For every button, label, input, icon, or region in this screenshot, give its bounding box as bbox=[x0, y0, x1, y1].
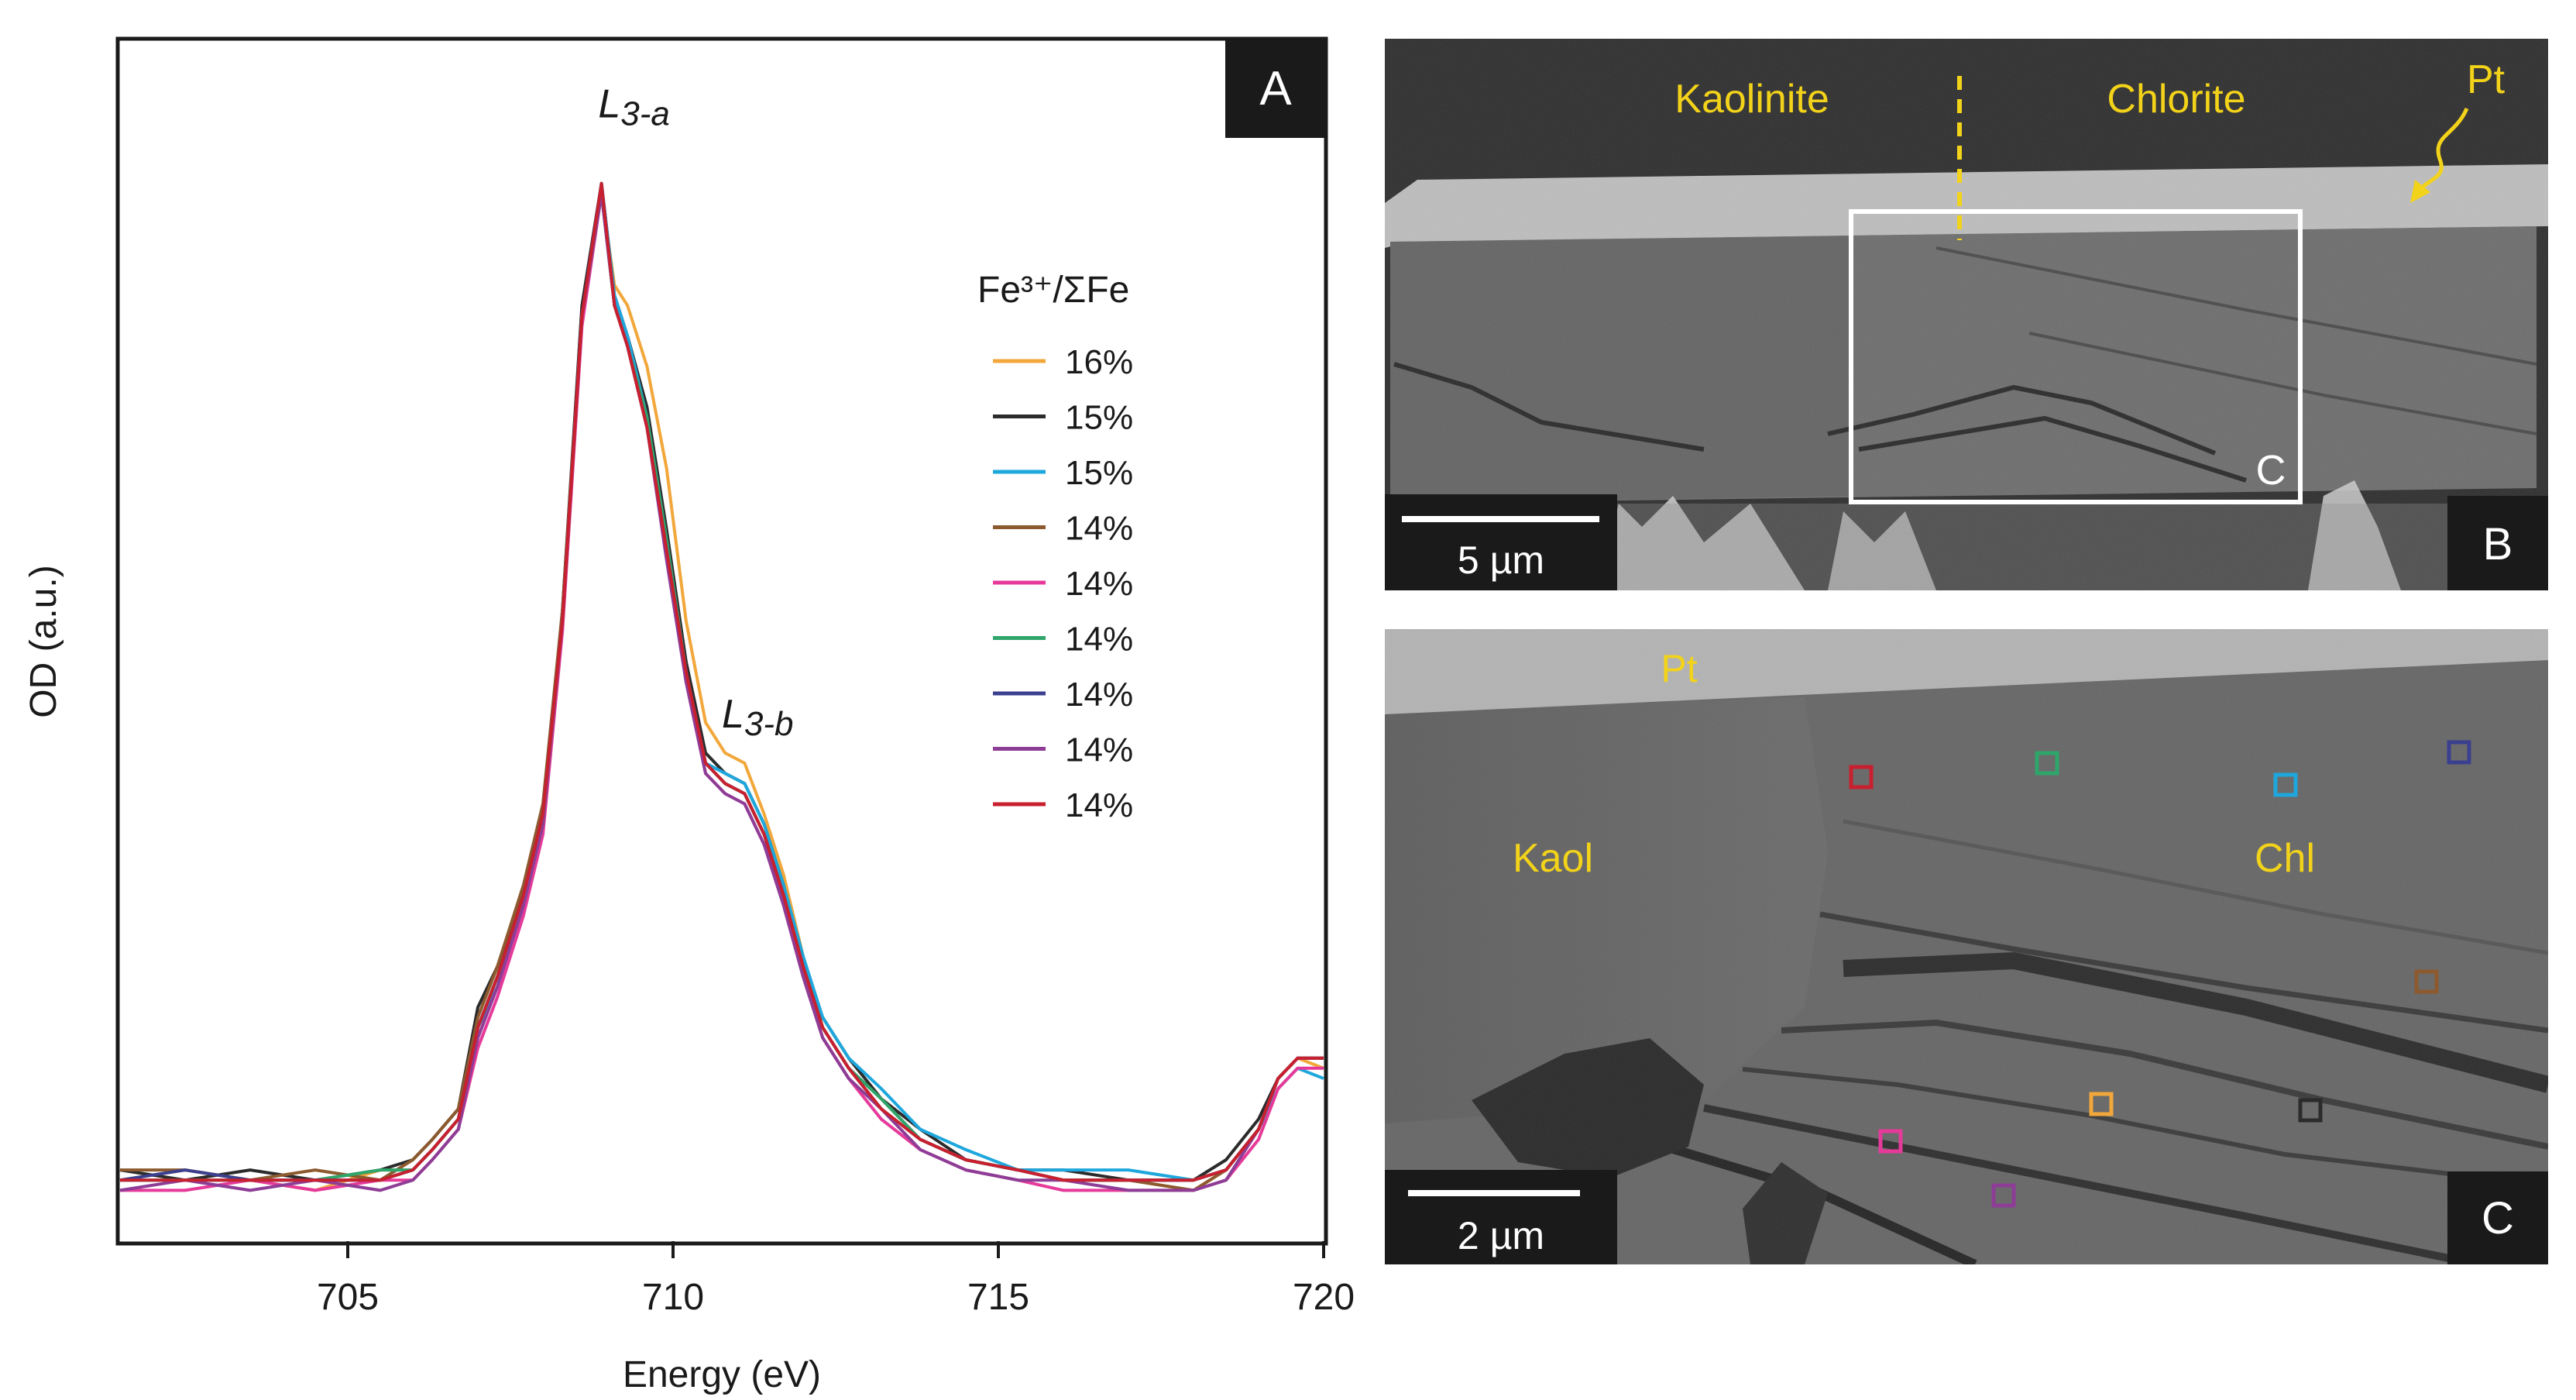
spot-orange bbox=[2089, 1092, 2114, 1116]
legend-label-6: 14% bbox=[1065, 621, 1133, 659]
scale-bar-box-b bbox=[1385, 494, 1617, 590]
spot-pink bbox=[1878, 1129, 1903, 1154]
spectra-panel: 705 710 715 720 L3-a L3-b Energy (eV) OD (a.… bbox=[23, 36, 1355, 1395]
legend-label-7: 14% bbox=[1065, 676, 1133, 714]
spot-brown bbox=[2414, 969, 2439, 994]
legend-label-2: 15% bbox=[1065, 399, 1133, 437]
measurement-spots bbox=[1849, 740, 2471, 1208]
series-line-9 bbox=[120, 181, 1324, 1182]
spot-navy bbox=[2447, 740, 2471, 765]
zoom-region-box bbox=[1849, 209, 2303, 504]
series-line-8 bbox=[119, 191, 1324, 1192]
pt-arrow-head bbox=[2410, 180, 2430, 203]
pt-label-c: Pt bbox=[1661, 647, 1697, 690]
legend-label-3: 15% bbox=[1065, 454, 1133, 492]
legend-label-8: 14% bbox=[1065, 731, 1133, 769]
spot-red bbox=[1849, 765, 1874, 789]
sem-detail-panel: Pt Kaol Chl 2 µm C bbox=[1385, 629, 2548, 1264]
x-axis-ticks: 705 710 715 720 bbox=[317, 1241, 1355, 1318]
zoom-region-label: C bbox=[2256, 447, 2286, 494]
legend-label-5: 14% bbox=[1065, 565, 1133, 603]
y-axis-label: OD (a.u.) bbox=[23, 565, 64, 717]
legend-label-4: 14% bbox=[1065, 510, 1133, 548]
scale-bar-label-b: 5 µm bbox=[1458, 538, 1544, 582]
panel-label-c: C bbox=[2482, 1193, 2514, 1243]
chlorite-label: Chlorite bbox=[2107, 77, 2245, 122]
legend-label-9: 14% bbox=[1065, 786, 1133, 824]
x-tick-label: 715 bbox=[967, 1277, 1029, 1318]
peak-label-1: L3-a bbox=[598, 81, 670, 132]
panel-label-a: A bbox=[1259, 62, 1292, 115]
pt-arrow bbox=[2416, 107, 2469, 194]
panel-label-box-c bbox=[2447, 1171, 2548, 1264]
spectra-lines bbox=[119, 181, 1324, 1192]
legend: Fe³⁺/ΣFe 16% 15% 15% 14% 14% 14% 14% 14% 14% bbox=[977, 270, 1133, 824]
plot-frame bbox=[115, 36, 1328, 1246]
legend-title: Fe³⁺/ΣFe bbox=[977, 270, 1129, 311]
sem-overview-panel: Kaolinite Chlorite Pt C 5 µm B bbox=[1385, 39, 2548, 590]
legend-label-1: 16% bbox=[1065, 343, 1133, 381]
chl-label: Chl bbox=[2255, 836, 2315, 881]
pt-label-b: Pt bbox=[2467, 57, 2506, 102]
legend-items: 16% 15% 15% 14% 14% 14% 14% 14% 14% bbox=[993, 343, 1133, 824]
panel-label-b: B bbox=[2483, 519, 2513, 569]
panel-label-box bbox=[1225, 39, 1326, 138]
scale-bar-box-c bbox=[1385, 1170, 1617, 1264]
peak-label-2: L3-b bbox=[722, 692, 794, 743]
peak-labels: L3-a L3-b bbox=[598, 81, 793, 743]
x-tick-label: 720 bbox=[1293, 1277, 1355, 1318]
sem-noise-overlay-c bbox=[1385, 629, 2548, 1264]
spot-blue bbox=[2273, 772, 2298, 797]
x-tick-label: 705 bbox=[317, 1277, 379, 1318]
x-axis-label: Energy (eV) bbox=[623, 1354, 821, 1395]
x-tick-label: 710 bbox=[642, 1277, 704, 1318]
spot-black bbox=[2298, 1098, 2323, 1123]
kaol-label: Kaol bbox=[1513, 836, 1593, 881]
spot-purple bbox=[1991, 1183, 2016, 1208]
spot-green bbox=[2035, 751, 2059, 776]
panel-label-box-b bbox=[2447, 496, 2548, 590]
scale-bar-label-c: 2 µm bbox=[1458, 1214, 1544, 1257]
kaolinite-label: Kaolinite bbox=[1674, 77, 1829, 122]
